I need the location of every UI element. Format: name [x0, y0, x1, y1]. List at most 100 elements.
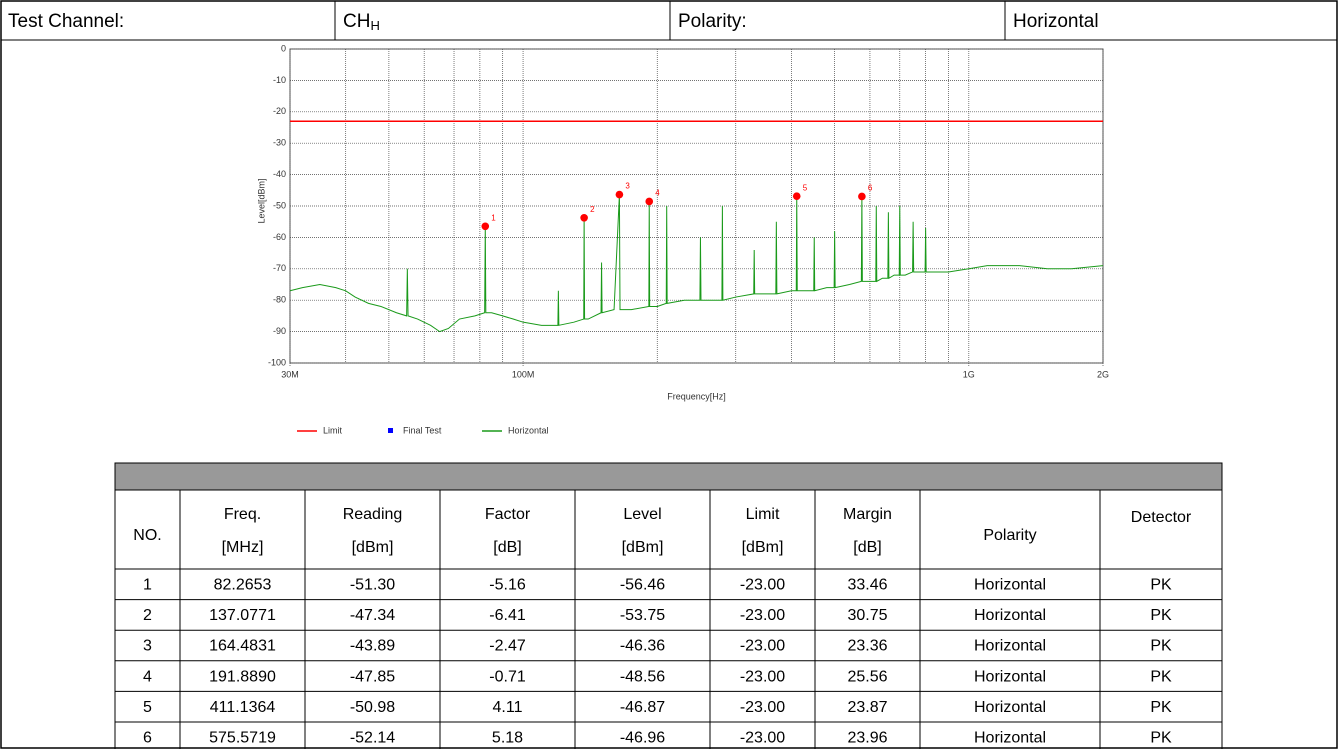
table-cell: Horizontal: [974, 577, 1046, 594]
marker-label: 6: [868, 184, 873, 193]
table-header: [dB]: [493, 539, 521, 556]
table-header: Level: [623, 506, 661, 523]
table-cell: -5.16: [489, 577, 526, 594]
table-cell: PK: [1150, 699, 1172, 716]
table-cell: 191.8890: [209, 668, 276, 685]
marker-label: 1: [491, 213, 496, 222]
x-tick-label: 2G: [1097, 369, 1109, 379]
table-cell: 82.2653: [214, 577, 272, 594]
y-tick-label: 0: [281, 43, 286, 53]
table-cell: -23.00: [740, 668, 785, 685]
table-cell: -2.47: [489, 638, 526, 655]
table-cell: 30.75: [847, 607, 887, 624]
final-test-marker: [580, 213, 588, 222]
marker-label: 5: [803, 183, 808, 192]
table-header: Detector: [1131, 509, 1192, 526]
table-header: Limit: [746, 506, 780, 523]
y-tick-label: -50: [273, 200, 286, 210]
table-cell: 137.0771: [209, 607, 276, 624]
table-header: [MHz]: [222, 539, 264, 556]
x-axis-label: Frequency[Hz]: [667, 391, 726, 401]
channel: CHH: [343, 11, 380, 33]
table-cell: -46.96: [620, 730, 665, 747]
table-cell: 6: [143, 730, 152, 747]
legend-marker: [388, 428, 393, 433]
table-header: Margin: [843, 506, 892, 523]
table-cell: -23.00: [740, 638, 785, 655]
table-cell: -50.98: [350, 699, 395, 716]
x-tick-label: 30M: [281, 369, 299, 379]
table-cell: -43.89: [350, 638, 395, 655]
table-cell: -51.30: [350, 577, 395, 594]
table-cell: 4.11: [493, 699, 523, 716]
final-test-marker: [858, 192, 866, 201]
y-axis-label: Level[dBm]: [256, 178, 266, 223]
marker-label: 4: [655, 189, 660, 198]
table-cell: Horizontal: [974, 699, 1046, 716]
table-cell: -47.85: [350, 668, 395, 685]
table-cell: Horizontal: [974, 638, 1046, 655]
table-cell: -47.34: [350, 607, 395, 624]
y-tick-label: -90: [273, 326, 286, 336]
table-cell: -0.71: [489, 668, 526, 685]
table-cell: 2: [143, 607, 152, 624]
table-cell: -23.00: [740, 699, 785, 716]
table-cell: -46.36: [620, 638, 665, 655]
table-cell: -53.75: [620, 607, 665, 624]
table-cell: PK: [1150, 607, 1172, 624]
legend-label: Horizontal: [508, 425, 549, 435]
marker-label: 2: [590, 205, 595, 214]
table-title-bar: [114, 462, 1223, 491]
table-header: Reading: [343, 506, 403, 523]
channel-main: CH: [343, 11, 370, 32]
final-test-marker: [792, 192, 801, 200]
trace-line: [289, 194, 1104, 333]
table-cell: -6.41: [489, 607, 526, 624]
table-cell: 23.36: [847, 638, 887, 655]
table-cell: Horizontal: [974, 730, 1046, 747]
table-cell: 23.96: [847, 730, 887, 747]
table-header: Polarity: [983, 527, 1036, 544]
table-cell: 4: [143, 668, 152, 685]
table-header: [dBm]: [622, 539, 664, 556]
x-tick-label: 100M: [512, 369, 535, 379]
table-cell: 411.1364: [210, 699, 276, 716]
y-tick-label: -70: [273, 263, 286, 273]
table-cell: -23.00: [740, 730, 785, 747]
table-cell: 1: [143, 577, 152, 594]
table-header: [dB]: [853, 539, 881, 556]
table-cell: -23.00: [740, 607, 785, 624]
y-tick-label: -60: [273, 232, 286, 242]
table-cell: -52.14: [350, 730, 395, 747]
table-header: NO.: [133, 527, 161, 544]
table-cell: 33.46: [847, 577, 887, 594]
table-cell: -56.46: [620, 577, 665, 594]
legend-label: Final Test: [403, 425, 442, 435]
y-tick-label: -40: [273, 169, 286, 179]
x-tick-label: 1G: [963, 369, 975, 379]
table-header: [dBm]: [352, 539, 394, 556]
y-tick-label: -100: [268, 357, 286, 367]
final-test-marker: [481, 222, 490, 231]
table-cell: -48.56: [620, 668, 665, 685]
table-cell: 23.87: [847, 699, 887, 716]
table-cell: PK: [1150, 730, 1172, 747]
legend-label: Limit: [323, 425, 343, 435]
table-cell: 5: [143, 699, 152, 716]
table-cell: 164.4831: [209, 638, 276, 655]
y-tick-label: -80: [273, 295, 286, 305]
table-cell: Horizontal: [974, 668, 1046, 685]
table-cell: 3: [143, 638, 152, 655]
table-cell: 25.56: [847, 668, 887, 685]
table-cell: -46.87: [620, 699, 665, 716]
final-test-marker: [645, 197, 654, 206]
polarity: Horizontal: [1013, 11, 1099, 32]
table-cell: -23.00: [740, 577, 785, 594]
table-cell: PK: [1150, 638, 1172, 655]
final-test-marker: [615, 190, 624, 199]
y-tick-label: -10: [273, 75, 286, 85]
table-cell: PK: [1150, 577, 1172, 594]
